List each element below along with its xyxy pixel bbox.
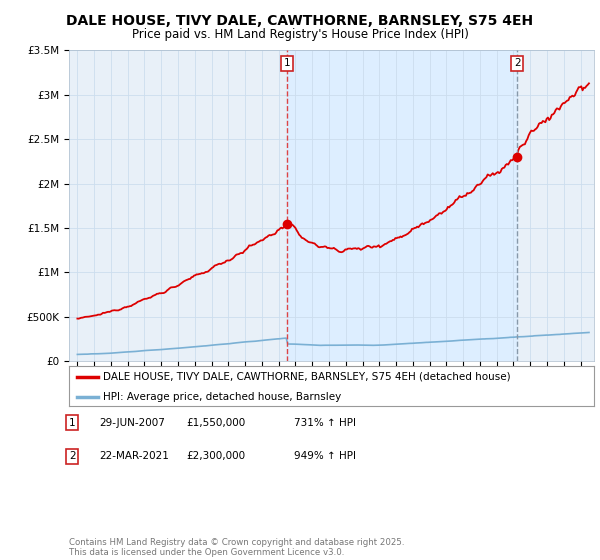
Text: HPI: Average price, detached house, Barnsley: HPI: Average price, detached house, Barn… [103, 392, 341, 402]
Text: 1: 1 [69, 418, 76, 428]
Text: 2: 2 [69, 451, 76, 461]
Text: Price paid vs. HM Land Registry's House Price Index (HPI): Price paid vs. HM Land Registry's House … [131, 28, 469, 41]
Text: 1: 1 [284, 58, 290, 68]
Text: 949% ↑ HPI: 949% ↑ HPI [294, 451, 356, 461]
Text: 29-JUN-2007: 29-JUN-2007 [99, 418, 165, 428]
Text: Contains HM Land Registry data © Crown copyright and database right 2025.
This d: Contains HM Land Registry data © Crown c… [69, 538, 404, 557]
Text: 2: 2 [514, 58, 520, 68]
Bar [287, 50, 517, 361]
Text: £2,300,000: £2,300,000 [186, 451, 245, 461]
Text: 731% ↑ HPI: 731% ↑ HPI [294, 418, 356, 428]
Text: DALE HOUSE, TIVY DALE, CAWTHORNE, BARNSLEY, S75 4EH: DALE HOUSE, TIVY DALE, CAWTHORNE, BARNSL… [67, 14, 533, 28]
Text: DALE HOUSE, TIVY DALE, CAWTHORNE, BARNSLEY, S75 4EH (detached house): DALE HOUSE, TIVY DALE, CAWTHORNE, BARNSL… [103, 372, 511, 381]
Text: £1,550,000: £1,550,000 [186, 418, 245, 428]
Text: 22-MAR-2021: 22-MAR-2021 [99, 451, 169, 461]
